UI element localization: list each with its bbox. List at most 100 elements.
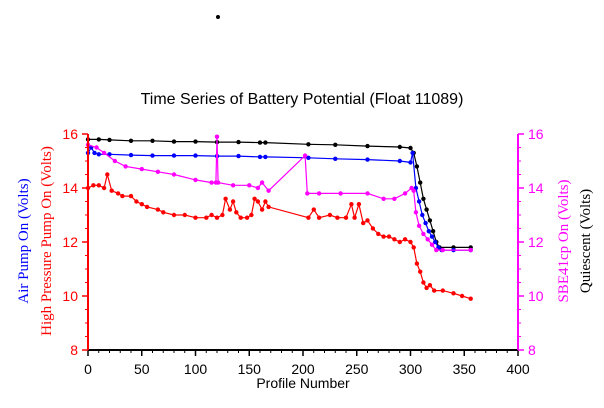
- data-point-sbe41cp-on-volts: [193, 177, 198, 183]
- data-point-high-pressure-pump-on-volts: [402, 237, 408, 242]
- left-tick-label: 8: [70, 342, 78, 358]
- data-point-quiescent-volts: [430, 229, 436, 234]
- data-point-high-pressure-pump-on-volts: [115, 191, 121, 196]
- data-point-quiescent-volts: [414, 164, 420, 169]
- right-axis-label-quiescent: Quiescent (Volts): [578, 189, 594, 293]
- x-tick-label: 150: [238, 361, 262, 377]
- chart-title: Time Series of Battery Potential (Float …: [141, 91, 464, 108]
- data-point-quiescent-volts: [397, 144, 402, 150]
- data-point-sbe41cp-on-volts: [214, 134, 220, 139]
- right-tick-label: 8: [528, 342, 536, 358]
- data-point-high-pressure-pump-on-volts: [214, 215, 220, 220]
- data-point-quiescent-volts: [257, 140, 263, 145]
- data-point-high-pressure-pump-on-volts: [381, 234, 386, 239]
- data-point-air-pump-on-volts: [236, 153, 241, 159]
- data-point-air-pump-on-volts: [420, 212, 425, 218]
- data-point-sbe41cp-on-volts: [215, 180, 221, 185]
- data-point-air-pump-on-volts: [423, 220, 428, 226]
- data-point-air-pump-on-volts: [263, 154, 268, 160]
- data-point-high-pressure-pump-on-volts: [144, 204, 150, 210]
- data-point-air-pump-on-volts: [150, 153, 155, 158]
- data-point-high-pressure-pump-on-volts: [182, 212, 187, 218]
- data-point-quiescent-volts: [424, 207, 429, 212]
- series-quiescent-volts: [85, 137, 473, 250]
- data-point-air-pump-on-volts: [92, 150, 97, 156]
- right-tick-label: 10: [528, 288, 544, 304]
- data-point-sbe41cp-on-volts: [139, 166, 144, 172]
- stray-marker: [216, 15, 220, 19]
- right-tick-label: 12: [528, 234, 544, 250]
- data-point-high-pressure-pump-on-volts: [230, 199, 236, 204]
- x-tick-label: 50: [134, 361, 150, 377]
- data-point-sbe41cp-on-volts: [155, 169, 161, 174]
- right-axis-label-sbe41cp: SBE41cp On (Volts): [556, 179, 572, 302]
- data-point-sbe41cp-on-volts: [416, 223, 422, 228]
- data-point-high-pressure-pump-on-volts: [263, 199, 268, 204]
- left-axis-label-high-pressure-pump: High Pressure Pump On (Volts): [39, 146, 55, 336]
- data-point-high-pressure-pump-on-volts: [266, 204, 271, 210]
- data-point-high-pressure-pump-on-volts: [249, 212, 254, 218]
- data-point-sbe41cp-on-volts: [259, 180, 265, 185]
- left-tick-label: 14: [62, 180, 78, 196]
- left-tick-label: 16: [62, 126, 78, 142]
- data-point-sbe41cp-on-volts: [411, 188, 416, 193]
- data-point-high-pressure-pump-on-volts: [134, 199, 139, 204]
- data-point-quiescent-volts: [333, 142, 338, 147]
- series-sbe41cp-on-volts: [85, 134, 473, 253]
- data-point-high-pressure-pump-on-volts: [376, 231, 381, 237]
- data-point-sbe41cp-on-volts: [305, 191, 310, 196]
- data-point-high-pressure-pump-on-volts: [109, 188, 114, 193]
- data-point-high-pressure-pump-on-volts: [306, 215, 311, 220]
- data-point-high-pressure-pump-on-volts: [414, 261, 420, 266]
- data-point-high-pressure-pump-on-volts: [356, 202, 362, 207]
- data-point-high-pressure-pump-on-volts: [227, 207, 233, 212]
- data-point-quiescent-volts: [171, 139, 177, 144]
- data-point-high-pressure-pump-on-volts: [427, 283, 433, 288]
- data-point-sbe41cp-on-volts: [209, 180, 214, 185]
- data-point-sbe41cp-on-volts: [402, 191, 408, 196]
- data-point-high-pressure-pump-on-volts: [316, 215, 322, 220]
- data-point-sbe41cp-on-volts: [171, 172, 177, 177]
- x-tick-label: 100: [184, 361, 208, 377]
- data-point-high-pressure-pump-on-volts: [440, 288, 445, 293]
- data-point-high-pressure-pump-on-volts: [120, 193, 125, 199]
- data-point-high-pressure-pump-on-volts: [193, 215, 198, 220]
- data-point-high-pressure-pump-on-volts: [459, 293, 465, 299]
- data-point-air-pump-on-volts: [433, 239, 438, 245]
- data-point-air-pump-on-volts: [171, 153, 177, 158]
- data-point-high-pressure-pump-on-volts: [238, 215, 243, 220]
- data-point-high-pressure-pump-on-volts: [244, 215, 250, 220]
- left-axis-label-air-pump: Air Pump On (Volts): [16, 178, 32, 303]
- series-high-pressure-pump-on-volts: [85, 172, 473, 301]
- data-point-sbe41cp-on-volts: [112, 158, 118, 164]
- x-tick-label: 350: [453, 361, 477, 377]
- x-axis-label: Profile Number: [256, 375, 350, 391]
- data-point-air-pump-on-volts: [416, 199, 422, 204]
- data-point-high-pressure-pump-on-volts: [370, 226, 376, 231]
- data-point-high-pressure-pump-on-volts: [397, 239, 402, 245]
- data-point-high-pressure-pump-on-volts: [209, 212, 214, 218]
- data-point-air-pump-on-volts: [426, 229, 431, 234]
- data-point-high-pressure-pump-on-volts: [171, 212, 177, 218]
- data-point-quiescent-volts: [107, 137, 112, 143]
- data-point-quiescent-volts: [96, 137, 102, 142]
- data-point-high-pressure-pump-on-volts: [234, 210, 239, 215]
- data-point-quiescent-volts: [150, 138, 155, 143]
- x-tick-label: 200: [291, 361, 315, 377]
- data-point-air-pump-on-volts: [408, 160, 413, 165]
- data-point-high-pressure-pump-on-volts: [155, 207, 161, 212]
- data-point-air-pump-on-volts: [410, 150, 415, 156]
- data-point-air-pump-on-volts: [365, 157, 370, 162]
- data-point-sbe41cp-on-volts: [338, 191, 343, 196]
- x-tick-label: 0: [84, 361, 92, 377]
- data-point-high-pressure-pump-on-volts: [408, 239, 413, 245]
- data-point-high-pressure-pump-on-volts: [96, 183, 102, 188]
- data-point-quiescent-volts: [236, 139, 241, 145]
- data-point-quiescent-volts: [128, 138, 134, 143]
- data-point-air-pump-on-volts: [429, 234, 435, 239]
- data-point-air-pump-on-volts: [257, 154, 263, 160]
- data-point-high-pressure-pump-on-volts: [432, 288, 437, 293]
- data-point-sbe41cp-on-volts: [429, 242, 435, 247]
- series-line-high-pressure-pump-on-volts: [87, 174, 471, 300]
